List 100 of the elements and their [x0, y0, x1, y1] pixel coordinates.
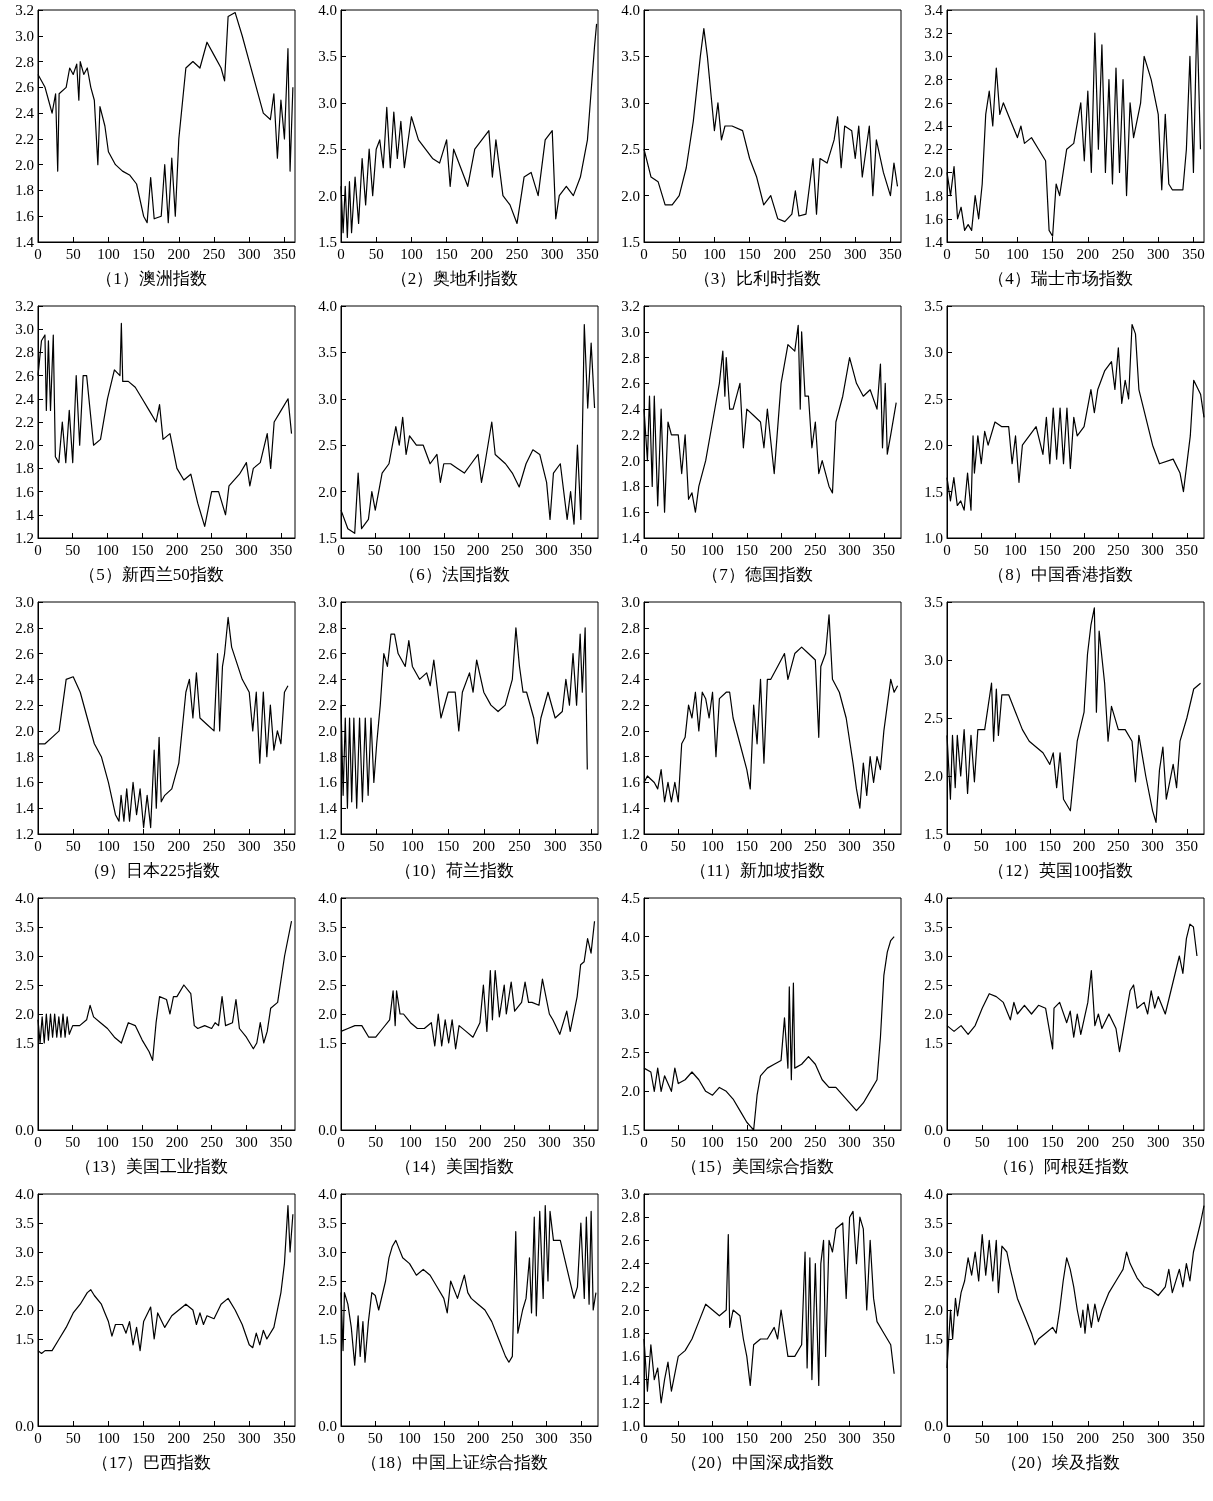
x-tick-label: 0: [337, 837, 345, 854]
y-tick-label: 1.4: [15, 234, 35, 250]
y-tick-label: 1.5: [318, 234, 337, 250]
x-tick-label: 300: [838, 1429, 861, 1446]
x-tick-label: 200: [769, 1429, 793, 1446]
x-tick-label: 150: [432, 1429, 456, 1446]
x-tick-label: 150: [436, 837, 460, 854]
y-tick-label: 1.5: [924, 1035, 943, 1051]
text: （2）奥地利指数: [390, 269, 519, 288]
x-tick-label: 0: [943, 1429, 951, 1446]
y-tick-label: 2.5: [924, 977, 943, 993]
x-tick-label: 250: [200, 1133, 223, 1150]
y-tick-label: 2.2: [621, 1278, 640, 1295]
text: （12）英国100指数: [988, 861, 1133, 880]
x-tick-label: 0: [337, 541, 345, 558]
x-tick-label: 0: [943, 245, 951, 262]
y-tick-label: 2.0: [924, 1006, 943, 1022]
text: （20）中国深成指数: [681, 1453, 834, 1472]
y-tick-label: 4.0: [924, 890, 943, 906]
y-tick-label: 3.5: [924, 919, 943, 935]
text: （6）法国指数: [399, 565, 510, 584]
text: （13）美国工业指数: [75, 1157, 228, 1176]
y-tick-label: 1.8: [15, 182, 34, 199]
text: （7）德国指数: [702, 565, 813, 584]
y-tick-label: 2.5: [924, 390, 943, 407]
y-tick-label: 1.8: [621, 1325, 640, 1342]
x-tick-label: 100: [1006, 245, 1029, 262]
y-tick-label: 2.5: [318, 977, 337, 993]
y-tick-label: 1.5: [318, 1331, 337, 1347]
y-tick-label: 3.5: [15, 919, 34, 935]
x-tick-label: 0: [34, 1429, 42, 1446]
x-tick-label: 300: [535, 541, 558, 558]
x-tick-label: 250: [1111, 1429, 1135, 1446]
x-tick-label: 50: [671, 245, 687, 262]
x-tick-label: 0: [34, 837, 42, 854]
x-tick-label: 150: [1038, 837, 1062, 854]
x-tick-label: 200: [472, 837, 496, 854]
y-tick-label: 2.2: [15, 130, 34, 147]
y-tick-label: 2.2: [621, 697, 640, 714]
y-tick-label: 2.2: [15, 414, 34, 430]
y-tick-label: 3.0: [621, 1006, 640, 1022]
y-tick-label: 1.5: [621, 234, 640, 250]
x-tick-label: 350: [872, 1429, 896, 1446]
x-tick-label: 100: [400, 245, 423, 262]
y-tick-label: 3.2: [15, 298, 34, 314]
y-tick-label: 2.0: [15, 1006, 34, 1022]
y-tick-label: 1.4: [621, 530, 641, 546]
x-tick-label: 0: [337, 1133, 345, 1150]
y-tick-label: 3.5: [924, 298, 943, 314]
y-tick-label: 1.8: [621, 478, 640, 495]
y-tick-label: 3.2: [924, 25, 943, 42]
x-tick-label: 250: [804, 1429, 827, 1446]
x-tick-label: 100: [1004, 541, 1027, 558]
x-tick-label: 50: [670, 1429, 686, 1446]
y-tick-label: 3.0: [924, 344, 943, 361]
y-tick-label: 1.4: [924, 234, 944, 250]
x-tick-label: 50: [65, 1133, 81, 1150]
x-tick-label: 350: [569, 541, 593, 558]
x-tick-label: 350: [576, 245, 599, 262]
x-tick-label: 150: [735, 837, 759, 854]
x-tick-label: 100: [1004, 837, 1027, 854]
x-tick-label: 0: [640, 245, 648, 262]
text: （10）荷兰指数: [395, 861, 514, 880]
x-tick-label: 350: [872, 837, 896, 854]
y-tick-label: 2.4: [621, 671, 641, 688]
text: （14）美国指数: [395, 1157, 514, 1176]
y-tick-label: 1.6: [15, 483, 35, 500]
y-tick-label: 4.0: [621, 2, 640, 18]
x-tick-label: 200: [1076, 245, 1100, 262]
x-tick-label: 200: [468, 1133, 492, 1150]
y-tick-label: 3.4: [924, 2, 944, 18]
y-tick-label: 3.5: [318, 919, 337, 935]
y-tick-label: 2.8: [621, 1209, 640, 1226]
y-tick-label: 1.2: [621, 826, 640, 842]
y-tick-label: 1.5: [924, 826, 943, 842]
x-tick-label: 100: [97, 1429, 120, 1446]
y-tick-label: 0.0: [924, 1122, 943, 1138]
y-tick-label: 1.5: [15, 1331, 34, 1347]
x-tick-label: 100: [401, 837, 424, 854]
y-tick-label: 2.2: [924, 141, 943, 158]
x-tick-label: 250: [804, 1133, 827, 1150]
x-tick-label: 200: [165, 1133, 189, 1150]
text: （16）阿根廷指数: [992, 1157, 1129, 1176]
x-tick-label: 0: [337, 1429, 345, 1446]
y-tick-label: 3.0: [15, 1244, 34, 1260]
x-tick-label: 200: [769, 1133, 793, 1150]
y-tick-label: 1.6: [621, 1348, 641, 1365]
x-tick-label: 100: [97, 837, 120, 854]
x-tick-label: 300: [1146, 245, 1170, 262]
y-tick-label: 3.0: [621, 94, 640, 111]
x-tick-label: 150: [735, 1133, 759, 1150]
y-tick-label: 3.0: [924, 1244, 943, 1260]
y-tick-label: 2.2: [15, 697, 34, 714]
x-tick-label: 100: [97, 245, 120, 262]
x-tick-label: 50: [367, 541, 383, 558]
x-tick-label: 250: [804, 541, 827, 558]
x-tick-label: 150: [1041, 1429, 1064, 1446]
y-tick-label: 1.6: [318, 774, 338, 791]
x-tick-label: 50: [368, 1133, 384, 1150]
y-tick-label: 2.0: [621, 452, 640, 469]
